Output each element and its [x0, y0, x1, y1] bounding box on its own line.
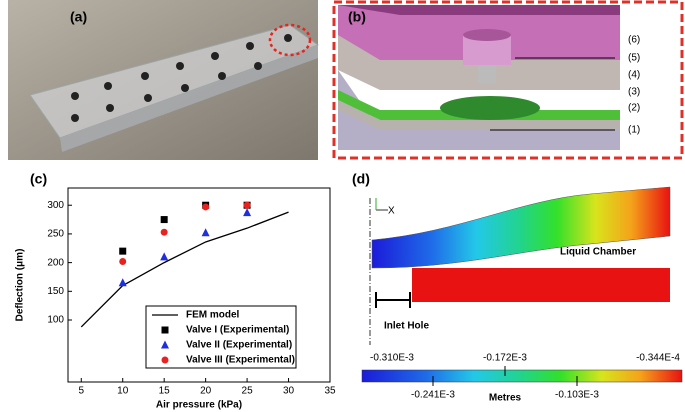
point	[243, 208, 252, 217]
fem-diagram	[361, 186, 683, 383]
layer-label: (6)	[628, 35, 640, 46]
point	[160, 216, 168, 224]
point	[119, 257, 127, 265]
legend-label: Valve I (Experimental)	[186, 325, 289, 336]
colorbar-label: -0.172E-3	[483, 353, 527, 364]
y-axis-title: Deflection (μm)	[15, 249, 26, 322]
plot-frame	[67, 187, 331, 383]
colorbar-unit: Metres	[489, 393, 522, 404]
layer-diagram	[332, 0, 684, 160]
legend-swatch	[161, 356, 169, 364]
x-tick-label: 5	[78, 386, 84, 397]
colorbar-label: -0.241E-3	[411, 390, 455, 401]
x-tick-label: 30	[283, 386, 295, 397]
panel-label: (c)	[30, 171, 47, 187]
point	[118, 278, 127, 287]
layer-label: (5)	[628, 53, 640, 64]
legend-label: Valve III (Experimental)	[186, 355, 295, 366]
y-tick-label: 200	[47, 257, 64, 268]
fem-line	[80, 211, 289, 328]
x-tick-label: 35	[324, 386, 336, 397]
hole-label: Inlet Hole	[384, 321, 429, 332]
colorbar-label: -0.103E-3	[555, 390, 599, 401]
layer-label: (2)	[628, 103, 640, 114]
photo	[8, 0, 320, 160]
y-tick-label: 150	[47, 286, 64, 297]
panel-label: (b)	[348, 9, 366, 25]
x-tick-label: 25	[242, 386, 254, 397]
point	[119, 247, 127, 255]
panel-label: (a)	[70, 9, 87, 25]
legend-box	[145, 305, 297, 369]
y-tick-label: 250	[47, 229, 64, 240]
panel-label: (d)	[352, 171, 370, 187]
x-axis-title: Air pressure (kPa)	[156, 400, 242, 411]
legend-swatch	[161, 326, 169, 334]
chamber-label: Liquid Chamber	[560, 247, 636, 258]
x-tick-label: 20	[200, 386, 212, 397]
y-tick-label: 100	[47, 315, 64, 326]
legend-label: Valve II (Experimental)	[186, 340, 292, 351]
axis-triad-label: X	[388, 206, 395, 217]
colorbar-ticks	[432, 366, 578, 386]
point	[160, 252, 169, 261]
point	[243, 201, 251, 209]
point	[201, 228, 210, 237]
x-tick-label: 10	[117, 386, 129, 397]
y-tick-label: 300	[47, 200, 64, 211]
colorbar-label: -0.344E-4	[636, 353, 680, 364]
layer-label: (4)	[628, 70, 640, 81]
colorbar-label: -0.310E-3	[370, 353, 414, 364]
layer-label: (1)	[628, 125, 640, 136]
point	[160, 228, 168, 236]
legend-label: FEM model	[186, 310, 240, 321]
layer-label: (3)	[628, 87, 640, 98]
point	[202, 203, 210, 211]
x-tick-label: 15	[159, 386, 171, 397]
legend-swatch	[161, 340, 169, 349]
